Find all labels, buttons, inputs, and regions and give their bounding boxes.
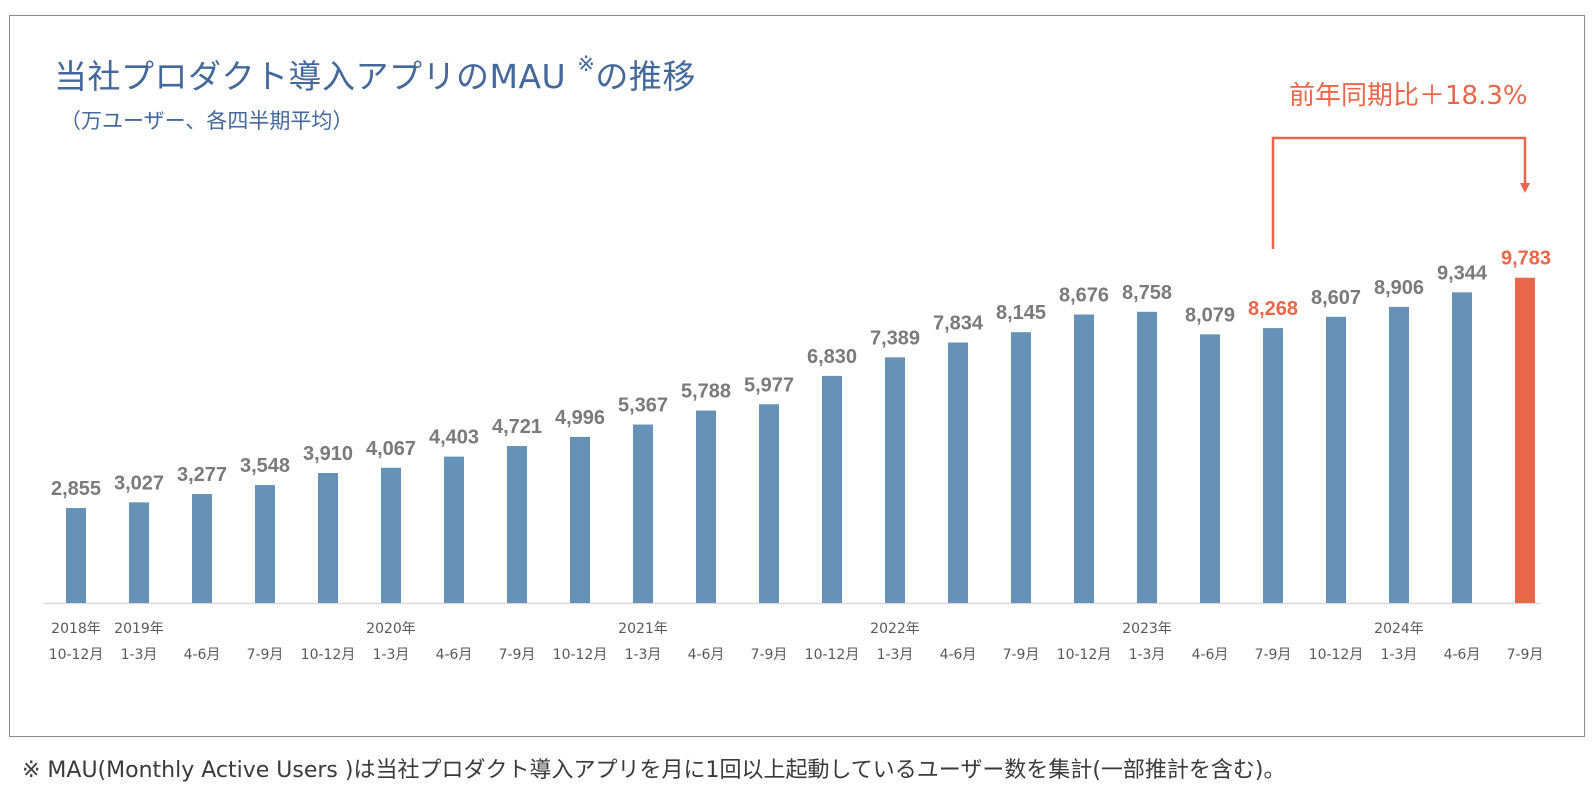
x-tick-quarter: 1-3月 xyxy=(373,647,410,663)
x-tick-quarter: 1-3月 xyxy=(121,647,158,663)
x-tick-quarter: 10-12月 xyxy=(49,647,104,663)
x-tick-quarter: 4-6月 xyxy=(1444,647,1481,663)
bar xyxy=(1389,306,1409,603)
value-label: 7,389 xyxy=(870,327,920,349)
title-note-mark: ※ xyxy=(577,52,596,76)
x-tick-quarter: 1-3月 xyxy=(1129,647,1166,663)
value-label: 9,783 xyxy=(1501,248,1551,270)
value-label: 3,548 xyxy=(240,455,290,477)
value-label: 5,367 xyxy=(618,395,668,417)
value-label: 3,277 xyxy=(177,464,227,486)
bar xyxy=(1200,334,1220,603)
bar xyxy=(1452,292,1472,603)
x-tick-quarter: 4-6月 xyxy=(1192,647,1229,663)
value-label: 5,977 xyxy=(744,374,794,396)
value-label: 6,830 xyxy=(807,346,857,368)
x-tick-year: 2023年 xyxy=(1122,621,1172,637)
bar xyxy=(66,508,86,603)
value-label: 4,721 xyxy=(492,416,542,438)
x-tick-quarter: 1-3月 xyxy=(1381,647,1418,663)
x-tick-year: 2018年 xyxy=(51,621,101,637)
x-tick-year: 2019年 xyxy=(114,621,164,637)
x-tick-quarter: 4-6月 xyxy=(688,647,725,663)
x-tick-quarter: 1-3月 xyxy=(877,647,914,663)
bar xyxy=(1515,277,1535,603)
x-tick-year: 2021年 xyxy=(618,621,668,637)
bar xyxy=(696,410,716,603)
footnote: ※ MAU(Monthly Active Users )は当社プロダクト導入アプ… xyxy=(22,758,1286,783)
x-tick-quarter: 7-9月 xyxy=(751,647,788,663)
x-tick-quarter: 4-6月 xyxy=(940,647,977,663)
x-tick-quarter: 10-12月 xyxy=(805,647,860,663)
arrow-head-icon xyxy=(1520,183,1530,193)
x-tick-quarter: 7-9月 xyxy=(1255,647,1292,663)
bar xyxy=(633,424,653,603)
x-tick-year: 2022年 xyxy=(870,621,920,637)
x-tick-quarter: 4-6月 xyxy=(436,647,473,663)
chart-title: 当社プロダクト導入アプリのMAU ※の推移 xyxy=(54,50,696,98)
value-label: 8,607 xyxy=(1311,287,1361,309)
bar xyxy=(255,485,275,603)
bar xyxy=(1137,311,1157,603)
bar xyxy=(948,342,968,603)
bar-chart: 2,855 2018年 10-12月 3,027 2019年 1-3月 3,277 4-6月 3… xyxy=(44,136,1551,663)
bar xyxy=(444,456,464,603)
bar xyxy=(507,446,527,603)
x-tick-quarter: 7-9月 xyxy=(1003,647,1040,663)
bar xyxy=(192,494,212,603)
x-tick-quarter: 10-12月 xyxy=(301,647,356,663)
value-label: 7,834 xyxy=(933,313,984,335)
value-label: 5,788 xyxy=(681,381,731,403)
x-tick-quarter: 7-9月 xyxy=(1507,647,1544,663)
bar xyxy=(759,404,779,603)
bar xyxy=(822,375,842,603)
value-label: 3,027 xyxy=(114,472,164,494)
value-label: 8,906 xyxy=(1374,277,1424,299)
bar xyxy=(1074,314,1094,603)
yoy-callout: 前年同期比＋18.3% xyxy=(1289,81,1528,111)
bar xyxy=(381,467,401,603)
value-label: 9,344 xyxy=(1437,262,1488,284)
chart-frame xyxy=(9,15,1585,737)
bar xyxy=(129,502,149,603)
x-tick-quarter: 10-12月 xyxy=(1057,647,1112,663)
value-label: 4,067 xyxy=(366,438,416,460)
bar xyxy=(1011,332,1031,603)
value-label: 2,855 xyxy=(51,478,101,500)
x-tick-quarter: 1-3月 xyxy=(625,647,662,663)
comparison-bracket xyxy=(1271,136,1527,249)
value-label: 8,676 xyxy=(1059,285,1109,307)
value-label: 8,145 xyxy=(996,302,1046,324)
value-label: 4,403 xyxy=(429,427,479,449)
bar xyxy=(885,357,905,603)
x-tick-quarter: 4-6月 xyxy=(184,647,221,663)
x-tick-year: 2020年 xyxy=(366,621,416,637)
bar xyxy=(570,436,590,603)
x-tick-quarter: 10-12月 xyxy=(1309,647,1364,663)
value-label: 8,758 xyxy=(1122,282,1172,304)
x-tick-quarter: 7-9月 xyxy=(247,647,284,663)
chart-subtitle: （万ユーザー、各四半期平均） xyxy=(60,109,354,133)
chart-title-suffix: の推移 xyxy=(595,57,696,96)
bar xyxy=(1263,328,1283,603)
chart-title-text: 当社プロダクト導入アプリのMAU xyxy=(54,57,567,96)
x-tick-quarter: 10-12月 xyxy=(553,647,608,663)
bar xyxy=(1326,316,1346,603)
bar xyxy=(318,472,338,603)
x-tick-year: 2024年 xyxy=(1374,621,1424,637)
value-label: 8,268 xyxy=(1248,298,1298,320)
value-label: 8,079 xyxy=(1185,304,1235,326)
value-label: 3,910 xyxy=(303,443,353,465)
value-label: 4,996 xyxy=(555,407,605,429)
x-tick-quarter: 7-9月 xyxy=(499,647,536,663)
